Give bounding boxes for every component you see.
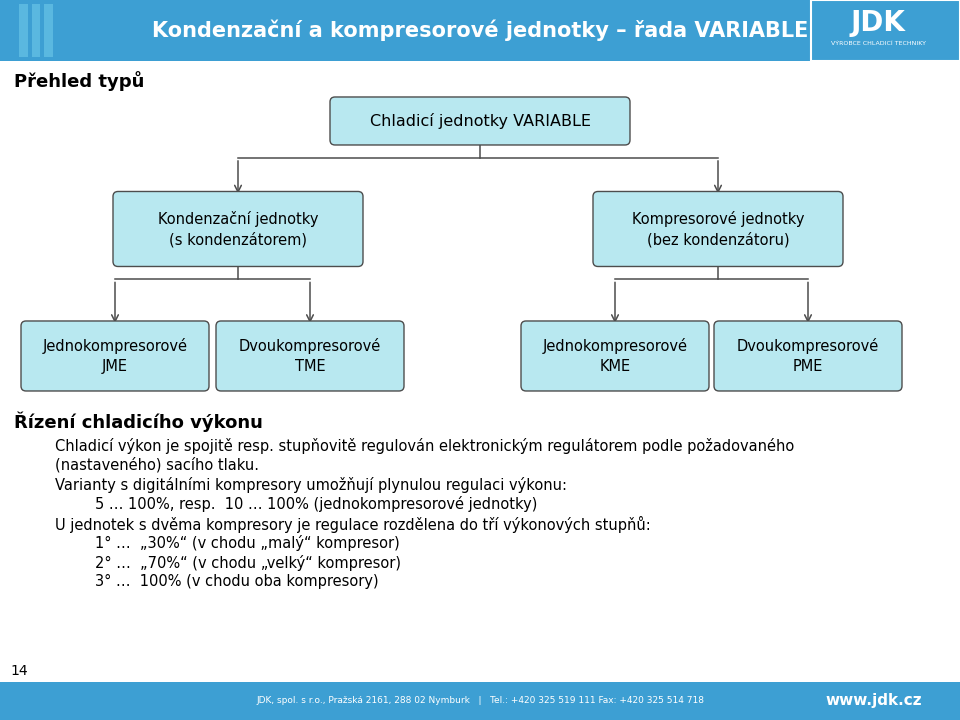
Text: Přehled typů: Přehled typů: [14, 71, 144, 91]
FancyBboxPatch shape: [113, 192, 363, 266]
Text: Kondenzační a kompresorové jednotky – řada VARIABLE: Kondenzační a kompresorové jednotky – řa…: [152, 19, 808, 41]
Text: Varianty s digitálními kompresory umožňují plynulou regulaci výkonu:: Varianty s digitálními kompresory umožňu…: [55, 477, 567, 493]
Text: Dvoukompresorové
PME: Dvoukompresorové PME: [737, 338, 879, 374]
Text: JDK: JDK: [851, 9, 906, 37]
Text: Chladicí jednotky VARIABLE: Chladicí jednotky VARIABLE: [370, 113, 590, 129]
Text: 5 … 100%, resp.  10 … 100% (jednokompresorové jednotky): 5 … 100%, resp. 10 … 100% (jednokompreso…: [95, 497, 538, 513]
Text: VÝROBCE CHLADICÍ TECHNIKY: VÝROBCE CHLADICÍ TECHNIKY: [831, 42, 925, 46]
Text: Řízení chladicího výkonu: Řízení chladicího výkonu: [14, 412, 263, 433]
Text: 14: 14: [11, 664, 28, 678]
Text: JDK, spol. s r.o., Pražská 2161, 288 02 Nymburk   |   Tel.: +420 325 519 111 Fax: JDK, spol. s r.o., Pražská 2161, 288 02 …: [256, 696, 704, 706]
FancyBboxPatch shape: [714, 321, 902, 391]
Text: Kompresorové jednotky
(bez kondenzátoru): Kompresorové jednotky (bez kondenzátoru): [632, 211, 804, 247]
Text: Jednokompresorové
KME: Jednokompresorové KME: [542, 338, 687, 374]
Text: (nastaveného) sacího tlaku.: (nastaveného) sacího tlaku.: [55, 457, 259, 473]
Text: Jednokompresorové
JME: Jednokompresorové JME: [42, 338, 187, 374]
FancyBboxPatch shape: [521, 321, 709, 391]
Text: 2° …  „70%“ (v chodu „velký“ kompresor): 2° … „70%“ (v chodu „velký“ kompresor): [95, 555, 401, 571]
Text: Dvoukompresorové
TME: Dvoukompresorové TME: [239, 338, 381, 374]
FancyBboxPatch shape: [593, 192, 843, 266]
Text: 3° …  100% (v chodu oba kompresory): 3° … 100% (v chodu oba kompresory): [95, 575, 378, 590]
Text: Chladicí výkon je spojitě resp. stupňovitě regulován elektronickým regulátorem p: Chladicí výkon je spojitě resp. stupňovi…: [55, 438, 794, 454]
FancyBboxPatch shape: [21, 321, 209, 391]
Text: Kondenzační jednotky
(s kondenzátorem): Kondenzační jednotky (s kondenzátorem): [157, 211, 319, 247]
Text: 1° …  „30%“ (v chodu „malý“ kompresor): 1° … „30%“ (v chodu „malý“ kompresor): [95, 536, 399, 552]
Text: www.jdk.cz: www.jdk.cz: [826, 693, 922, 708]
FancyBboxPatch shape: [330, 97, 630, 145]
FancyBboxPatch shape: [216, 321, 404, 391]
Text: U jednotek s dvěma kompresory je regulace rozdělena do tří výkonových stupňů:: U jednotek s dvěma kompresory je regulac…: [55, 516, 651, 533]
